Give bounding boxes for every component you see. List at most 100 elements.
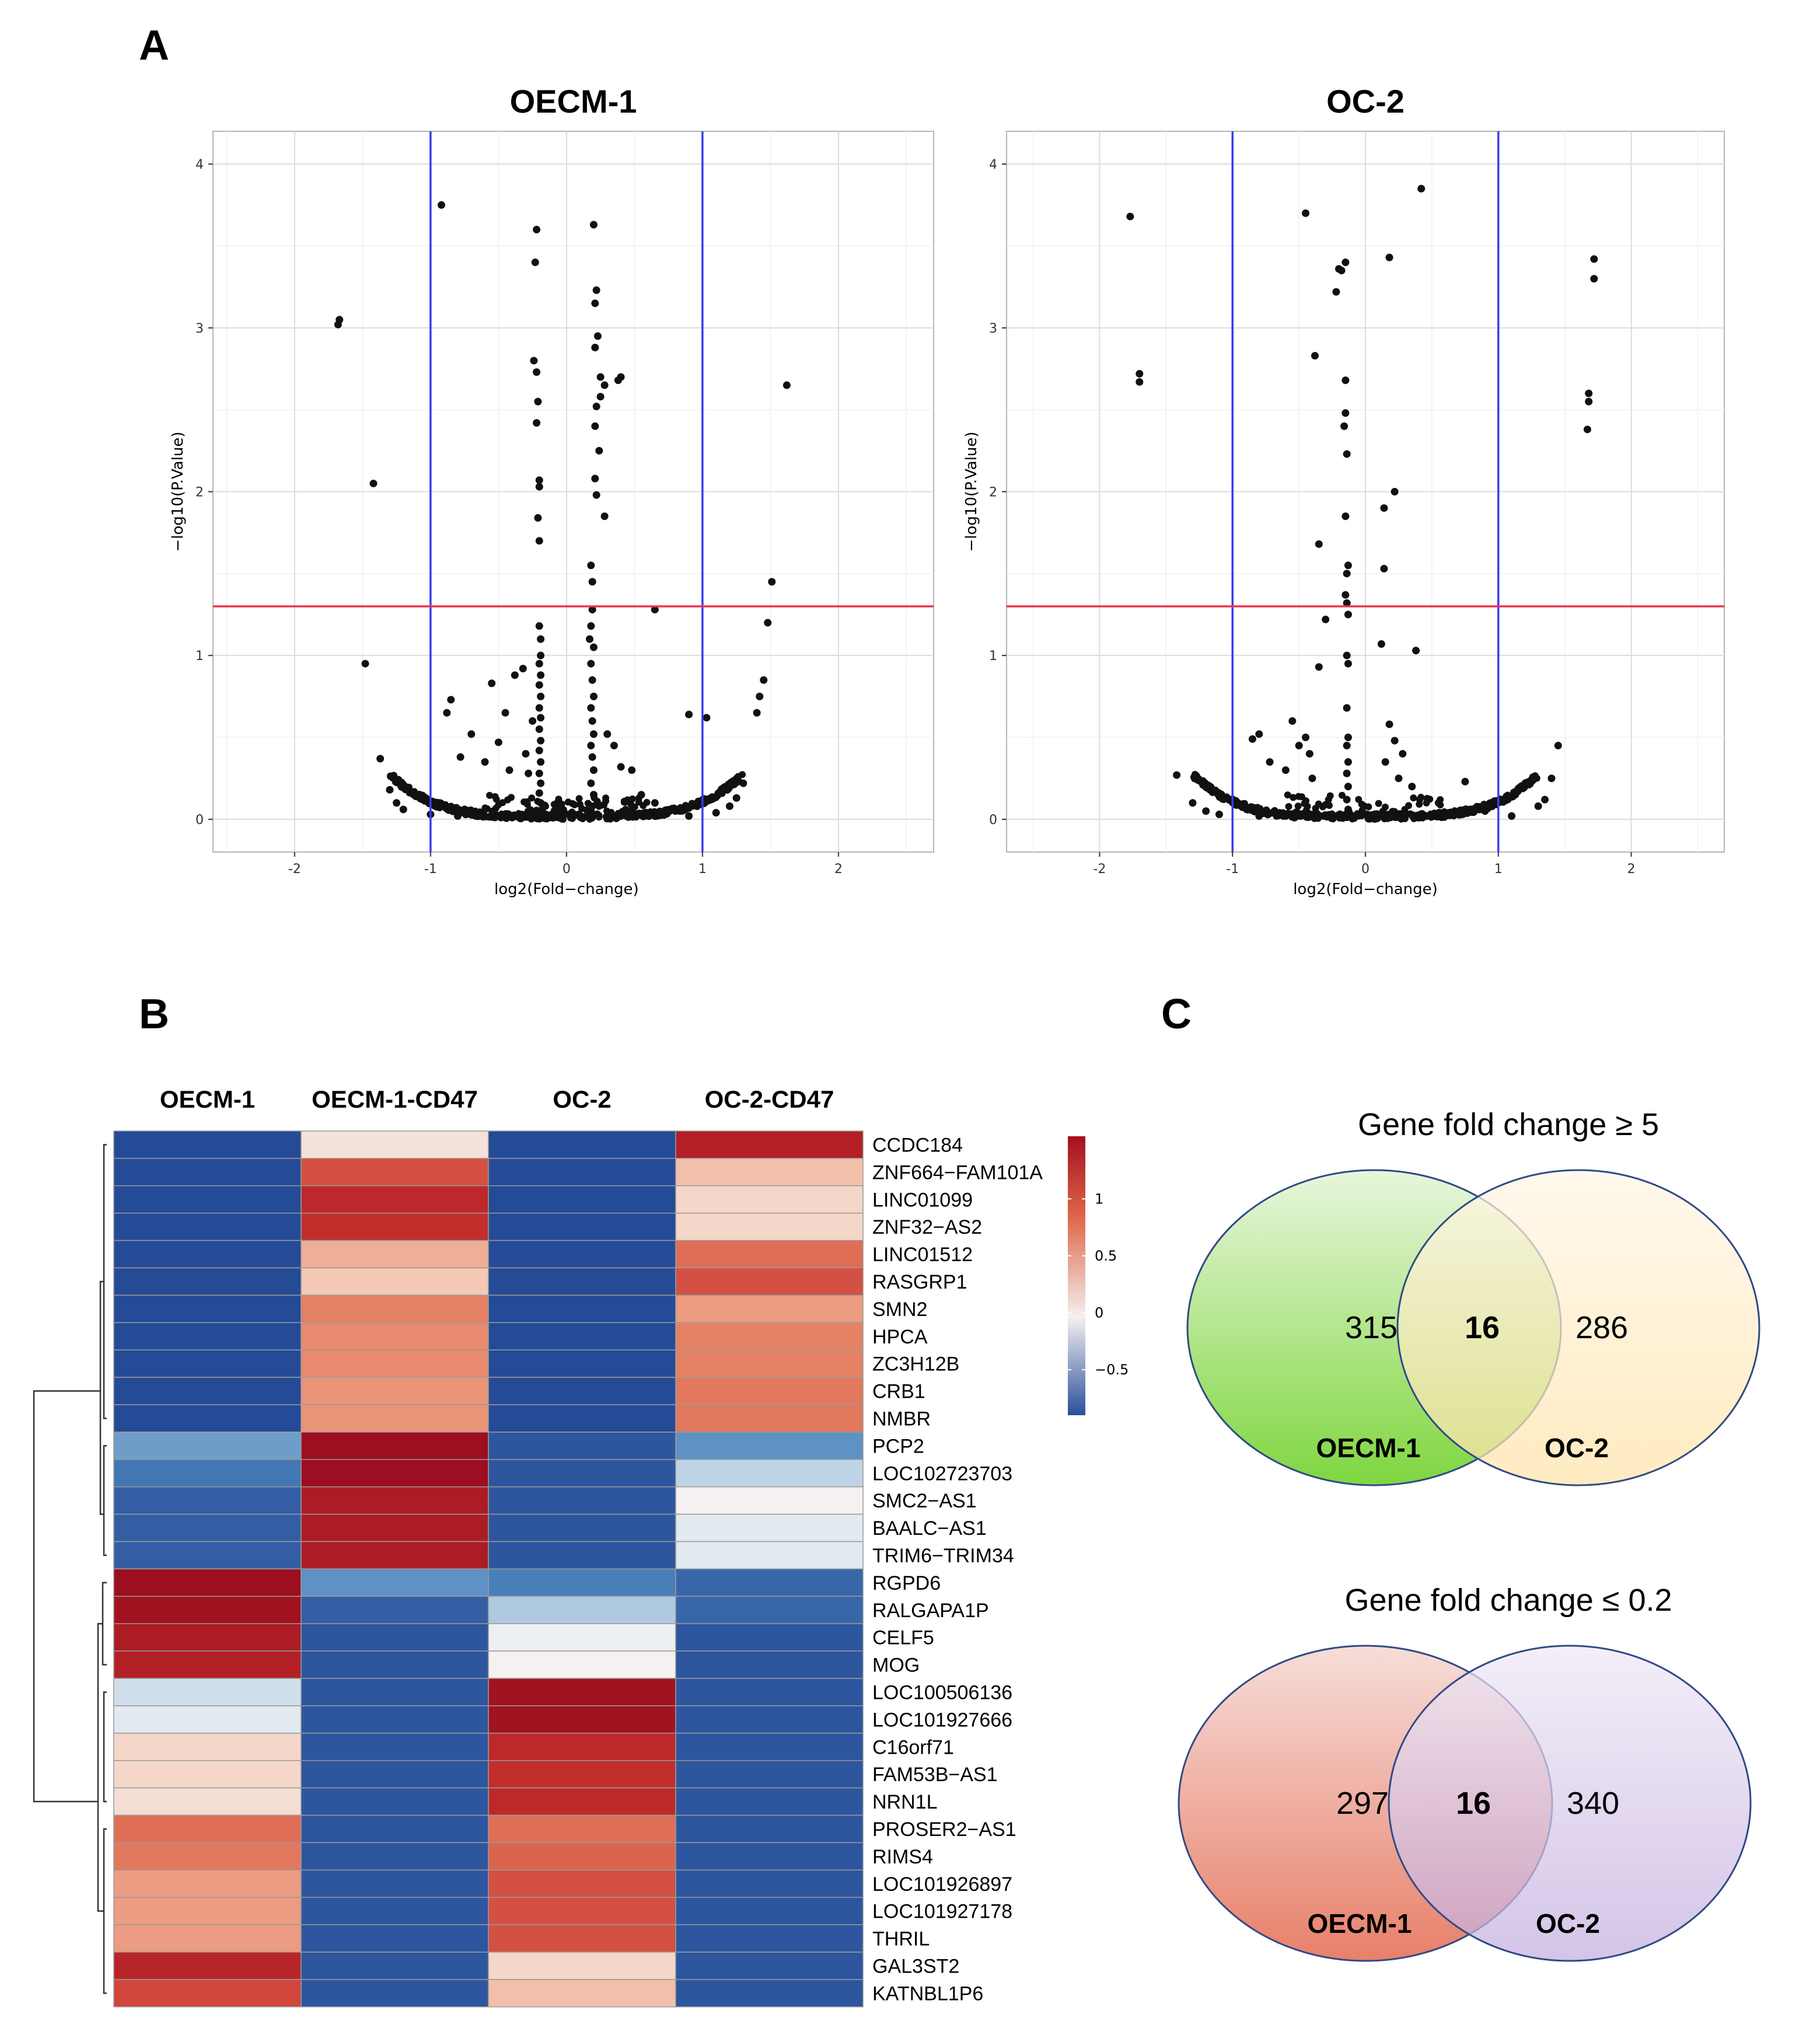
data-point xyxy=(1481,807,1489,815)
row-label: KATNBL1P6 xyxy=(872,1982,983,2005)
venn-diagram-downregulated: Gene fold change ≤ 0.2 297 16 340 OECM-1 OC-2 xyxy=(1178,1583,1752,1962)
data-point xyxy=(1322,812,1330,820)
data-point xyxy=(1136,369,1144,378)
volcano-plot-oecm1: -2 -1 0 1 2 0 1 2 3 4 OECM-1 log2(Fold−change) −log1… xyxy=(169,83,934,898)
data-point xyxy=(1342,409,1350,417)
heatmap-cell xyxy=(113,1596,302,1624)
data-point xyxy=(1315,663,1323,671)
x-axis-label: log2(Fold−change) xyxy=(494,881,639,898)
data-point xyxy=(1385,720,1393,728)
data-point xyxy=(1232,801,1240,809)
heatmap-cell xyxy=(113,1294,302,1324)
row-label: NRN1L xyxy=(872,1791,937,1813)
data-point xyxy=(1315,540,1323,548)
data-point xyxy=(732,794,740,802)
row-label: RASGRP1 xyxy=(872,1271,967,1293)
data-point xyxy=(587,659,595,668)
heatmap-cell xyxy=(301,1349,489,1378)
row-label: RGPD6 xyxy=(872,1572,941,1594)
data-point xyxy=(535,789,543,797)
data-point xyxy=(1196,777,1203,785)
heatmap-cell xyxy=(675,1432,864,1460)
heatmap-cell xyxy=(675,1869,864,1898)
data-point xyxy=(1322,801,1329,808)
plot-title: OC-2 xyxy=(1326,83,1405,120)
column-header: OECM-1 xyxy=(160,1085,255,1113)
y-tick-label: 2 xyxy=(989,486,997,500)
y-tick-label: 4 xyxy=(195,158,204,172)
heatmap-cell xyxy=(488,1432,676,1460)
data-point xyxy=(1377,640,1385,648)
data-point xyxy=(1189,799,1197,807)
heatmap-cell xyxy=(488,1842,676,1871)
data-point xyxy=(481,804,489,812)
data-point xyxy=(589,730,598,738)
heatmap-cell xyxy=(301,1650,489,1679)
data-point xyxy=(760,676,768,684)
data-point xyxy=(588,606,596,614)
data-point xyxy=(588,753,596,761)
data-point xyxy=(626,807,633,815)
data-point xyxy=(685,710,693,718)
heatmap-cell xyxy=(113,1322,302,1350)
data-point xyxy=(1342,376,1350,385)
row-label: RIMS4 xyxy=(872,1846,933,1868)
data-point xyxy=(1326,792,1334,800)
data-point xyxy=(1365,803,1372,811)
heatmap-cell xyxy=(301,1760,489,1789)
row-label: SMN2 xyxy=(872,1299,927,1321)
data-point xyxy=(1434,799,1442,807)
data-point xyxy=(734,773,742,780)
data-point xyxy=(694,799,702,807)
data-point xyxy=(589,766,598,774)
data-point xyxy=(1585,397,1593,406)
data-point xyxy=(456,753,464,761)
heatmap-cell xyxy=(488,1733,676,1761)
heatmap-cell xyxy=(113,1267,302,1296)
data-point xyxy=(537,714,545,722)
row-label: BAALC−AS1 xyxy=(872,1517,987,1540)
data-point xyxy=(685,812,693,820)
row-label: NMBR xyxy=(872,1408,931,1430)
x-tick-label: 0 xyxy=(563,862,571,877)
data-point xyxy=(529,717,537,725)
y-tick-label: 1 xyxy=(989,649,997,664)
heatmap-cell xyxy=(675,1924,864,1953)
data-point xyxy=(1433,812,1440,820)
data-point xyxy=(588,676,596,684)
heatmap-cell xyxy=(675,1158,864,1186)
data-point xyxy=(1239,801,1247,808)
heatmap-cell xyxy=(301,1924,489,1953)
data-point xyxy=(589,791,598,799)
data-point xyxy=(1343,599,1351,607)
x-tick-label: -1 xyxy=(424,862,437,877)
heatmap-cell xyxy=(301,1979,489,2008)
heatmap-cell xyxy=(488,1787,676,1816)
data-point xyxy=(589,643,598,651)
x-tick-label: -1 xyxy=(1226,862,1239,877)
heatmap-cell xyxy=(113,1705,302,1734)
data-point xyxy=(1525,780,1532,788)
data-point xyxy=(1248,735,1256,743)
data-point xyxy=(600,512,609,521)
heatmap-cell xyxy=(301,1596,489,1624)
heatmap-cell xyxy=(488,1924,676,1953)
data-point xyxy=(1358,807,1366,814)
row-label: LINC01512 xyxy=(872,1244,973,1266)
heatmap-cell xyxy=(113,1568,302,1597)
heatmap-cell xyxy=(675,1760,864,1789)
data-point xyxy=(592,491,600,499)
heatmap-cell xyxy=(675,1705,864,1734)
dendrogram-branch xyxy=(103,1144,107,1419)
venn-set-a-label: OECM-1 xyxy=(1308,1908,1412,1939)
heatmap-cell xyxy=(301,1212,489,1241)
heatmap-cell xyxy=(488,1513,676,1542)
row-label: LOC101927666 xyxy=(872,1709,1012,1731)
data-point xyxy=(453,812,462,820)
heatmap-cell xyxy=(675,1979,864,2008)
data-point xyxy=(617,812,625,820)
data-point xyxy=(1343,450,1351,458)
data-point xyxy=(537,651,545,659)
data-point xyxy=(517,811,525,818)
